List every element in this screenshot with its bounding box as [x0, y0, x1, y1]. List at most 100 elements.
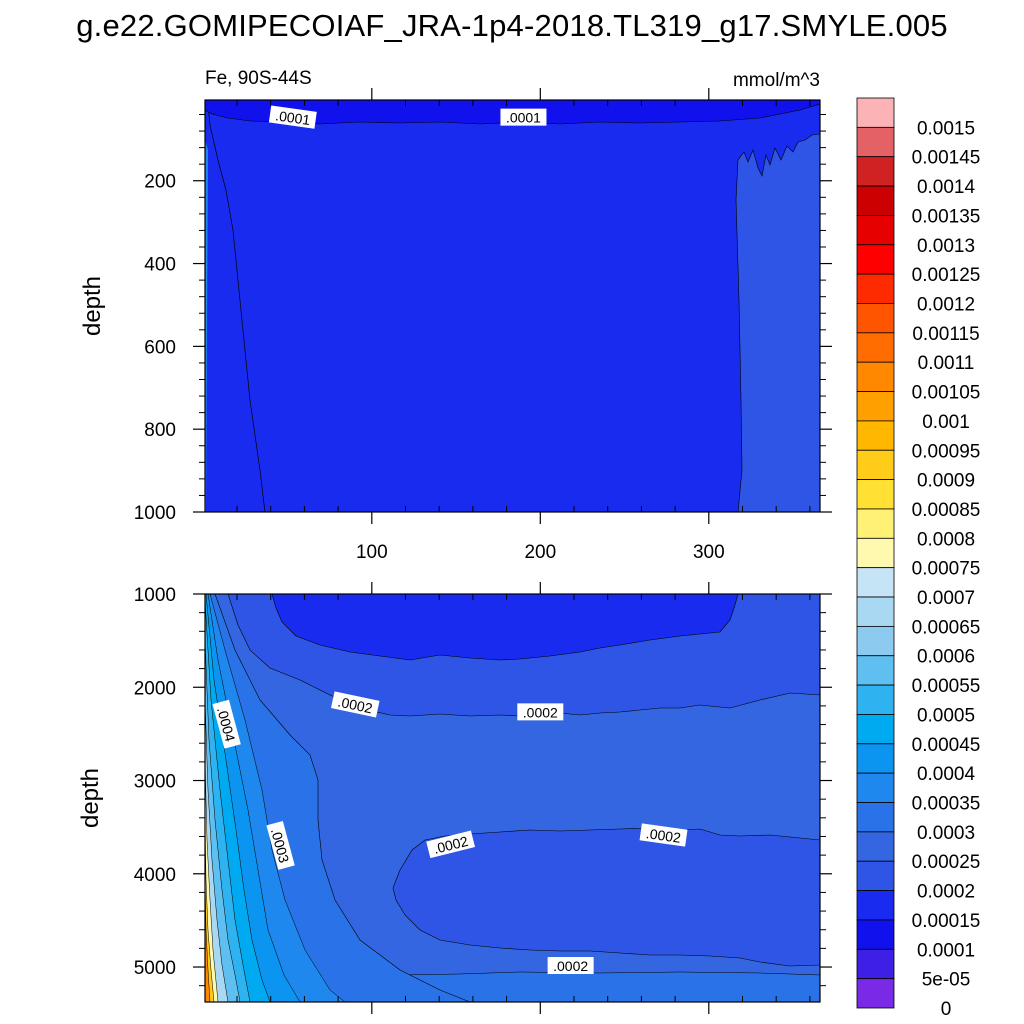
colorbar-label: 0.00135 — [912, 206, 981, 227]
colorbar-swatch — [856, 244, 895, 275]
lower-contour-label: .0002 — [517, 703, 564, 721]
colorbar-swatch — [856, 772, 895, 803]
lower-contour-label: .0002 — [331, 691, 380, 718]
upper-y-tick-label: 400 — [144, 255, 176, 276]
colorbar-swatch — [856, 684, 895, 715]
colorbar-swatch — [856, 596, 895, 627]
upper-x-tick-label: 100 — [356, 542, 388, 563]
upper-units-label: mmol/m^3 — [733, 70, 820, 91]
colorbar-label: 0.00115 — [912, 324, 979, 345]
lower-y-tick-label: 5000 — [134, 958, 176, 979]
colorbar-swatch — [856, 185, 895, 216]
colorbar-label: 0.0004 — [917, 764, 976, 785]
colorbar-label: 0.0013 — [917, 236, 975, 257]
upper-y-axis-title: depth — [79, 276, 106, 336]
colorbar-label: 0.0001 — [917, 940, 975, 961]
colorbar-label: 0.00065 — [912, 617, 981, 638]
colorbar: 0.0015 0.00145 0.0014 0.00135 0.0013 0.00125 0… — [856, 97, 981, 1020]
upper-y-tick-label: 200 — [144, 172, 176, 193]
upper-panel: 100 200 300 200 400 600 800 1000 .0001 .0001 Fe… — [79, 68, 832, 563]
contour-label-background — [266, 820, 295, 870]
colorbar-swatch — [856, 655, 895, 686]
lower-contour-label: .0002 — [639, 823, 688, 847]
upper-fill-core-main — [207, 103, 820, 512]
chart-title: g.e22.GOMIPECOIAF_JRA-1p4-2018.TL319_g17… — [76, 8, 948, 43]
upper-contour-label: .0001 — [268, 105, 317, 129]
colorbar-label: 0.00125 — [912, 265, 981, 286]
upper-contour-label: .0001 — [500, 108, 547, 126]
colorbar-swatch — [856, 479, 895, 510]
contour-label-text: .0002 — [645, 825, 682, 846]
colorbar-label: 0.00045 — [912, 735, 981, 756]
upper-y-tick-label: 600 — [144, 337, 176, 358]
colorbar-label: 0.00035 — [912, 794, 981, 815]
lower-y-tick-label: 4000 — [134, 865, 176, 886]
upper-plot-frame — [204, 99, 821, 513]
upper-fill-edge — [205, 140, 208, 512]
lower-y-axis-title: depth — [77, 768, 104, 828]
colorbar-label: 0.0012 — [917, 294, 975, 315]
lower-y-tick-label: 2000 — [134, 678, 176, 699]
colorbar-label: 0.0002 — [917, 882, 975, 903]
colorbar-swatch — [856, 303, 895, 334]
colorbar-label: 0.00025 — [912, 852, 981, 873]
upper-variable-label: Fe, 90S-44S — [205, 68, 312, 89]
upper-y-tick-label: 1000 — [134, 503, 176, 524]
colorbar-swatch — [856, 97, 895, 128]
contour-label-background — [500, 108, 547, 126]
colorbar-swatch — [856, 537, 895, 569]
colorbar-label: 0.0007 — [917, 588, 975, 609]
colorbar-swatch — [856, 743, 895, 774]
contour-label-text: .0001 — [506, 110, 541, 126]
lower-fill-upper-core — [271, 594, 739, 661]
colorbar-swatch — [856, 890, 895, 921]
colorbar-swatch — [856, 802, 895, 833]
colorbar-swatch — [856, 860, 895, 891]
colorbar-label: 5e-05 — [922, 970, 971, 991]
lower-y-tick-label: 1000 — [134, 585, 176, 606]
colorbar-swatch — [856, 156, 895, 187]
colorbar-swatch — [856, 273, 895, 304]
colorbar-swatch — [856, 391, 895, 422]
colorbar-label: 0.0014 — [917, 177, 976, 198]
colorbar-label: 0.00145 — [912, 148, 981, 169]
colorbar-swatch — [856, 948, 895, 980]
upper-contour-labels: .0001 .0001 — [268, 105, 547, 129]
colorbar-swatch — [856, 567, 895, 598]
contour-label-text: .0002 — [523, 704, 558, 720]
lower-contour-fill — [205, 594, 820, 1002]
colorbar-swatch — [856, 449, 895, 481]
colorbar-label: 0.00105 — [912, 383, 981, 404]
colorbar-label: 0.00075 — [912, 559, 981, 580]
colorbar-label: 0.00095 — [912, 441, 981, 462]
colorbar-label: 0.001 — [922, 412, 970, 433]
contour-label-text: .0001 — [274, 107, 311, 128]
colorbar-swatch — [856, 978, 895, 1009]
colorbar-label: 0.0006 — [917, 647, 975, 668]
colorbar-swatch — [856, 508, 895, 539]
contour-label-text: .0002 — [553, 958, 588, 974]
colorbar-label: 0.0008 — [917, 529, 975, 550]
lower-y-axis: 1000 2000 3000 4000 5000 — [134, 585, 832, 987]
colorbar-swatch — [856, 714, 895, 745]
contour-label-background — [517, 703, 564, 721]
lower-fill-deep-core — [392, 827, 820, 967]
colorbar-label: 0.0011 — [918, 353, 975, 374]
contour-label-background — [547, 957, 594, 975]
colorbar-label: 0.00015 — [912, 911, 981, 932]
lower-plot-frame — [204, 593, 821, 1003]
colorbar-swatch — [856, 126, 895, 158]
colorbar-swatch — [856, 625, 895, 657]
colorbar-label: 0.0009 — [917, 471, 975, 492]
contour-label-background — [268, 105, 317, 129]
lower-y-tick-label: 3000 — [134, 772, 176, 793]
upper-contour-fill — [205, 100, 820, 512]
colorbar-swatch — [856, 332, 895, 363]
colorbar-label: 0.00085 — [912, 500, 981, 521]
contour-label-text: .0002 — [336, 693, 374, 716]
lower-contour-labels: .0002.0002.0004.0003.0002.0002.0002 — [212, 691, 688, 975]
colorbar-swatch — [856, 919, 895, 950]
upper-x-axis: 100 200 300 — [236, 88, 811, 563]
